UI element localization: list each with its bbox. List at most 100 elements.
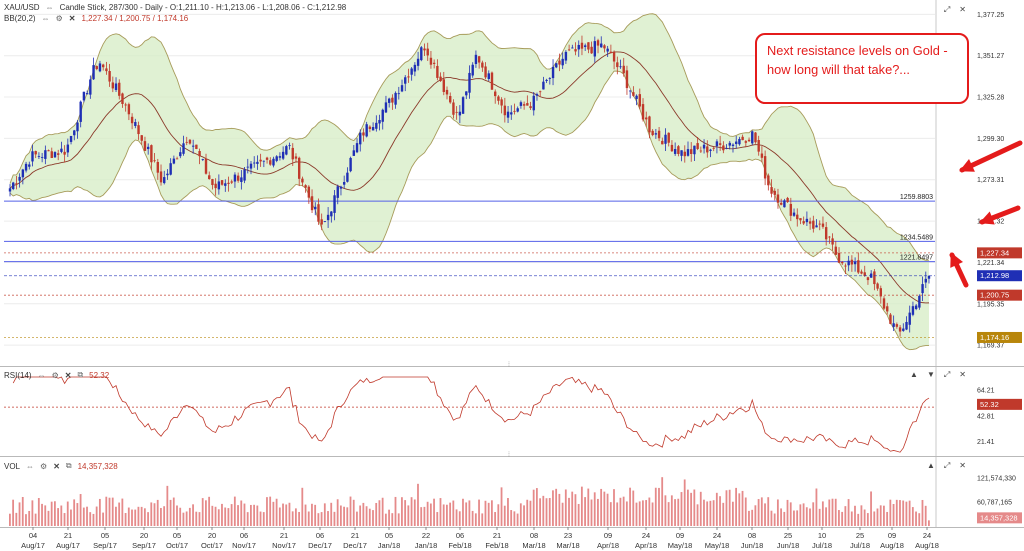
price-tag-box <box>977 289 1022 301</box>
candle-body <box>198 151 201 157</box>
volume-bar <box>169 499 172 526</box>
move-down-icon[interactable]: ▼ <box>926 370 935 379</box>
red-arrow-head <box>959 159 975 172</box>
volume-bar <box>89 512 92 526</box>
volume-bar <box>275 498 278 526</box>
time-month-label: Sep/17 <box>93 541 117 550</box>
candle-body <box>124 104 127 106</box>
volume-bar <box>291 511 294 526</box>
volume-panel[interactable]: 121,574,330 60,787,165 14,357,328 VOL ⇔ ⚙ … <box>0 457 1024 528</box>
candle-body <box>150 145 153 163</box>
settings-icon[interactable]: ⚙ <box>40 461 48 471</box>
candle-body <box>471 64 474 76</box>
annotation-text: Next resistance levels on Gold - how lon… <box>767 43 948 77</box>
maximize-icon[interactable]: ⤢ <box>943 461 951 470</box>
candle-body <box>712 147 715 149</box>
volume-bar <box>57 508 59 526</box>
candle-body <box>191 145 195 147</box>
volume-bar <box>805 507 808 526</box>
candle-body <box>638 94 642 107</box>
time-day-label: 23 <box>564 531 572 540</box>
volume-bar <box>381 497 384 526</box>
candle-body <box>876 283 879 289</box>
rsi-panel[interactable]: 64.21 42.81 21.41 52.32 RSI(14) ⇔ ⚙ ✕ ⧉ 52.… <box>0 367 1024 457</box>
move-up-icon[interactable]: ▲ <box>926 461 935 470</box>
close-panel-icon[interactable]: ✕ <box>959 5 966 14</box>
vol-tag-label: 14,357,328 <box>980 513 1018 522</box>
volume-bar <box>346 507 349 526</box>
volume-bar <box>523 505 525 526</box>
close-panel-icon[interactable]: ✕ <box>959 370 966 379</box>
price-tag-box <box>977 270 1022 282</box>
link-icon[interactable]: ⇔ <box>41 14 50 23</box>
time-axis[interactable]: 04Aug/1721Aug/1705Sep/1720Sep/1705Oct/17… <box>0 527 1024 551</box>
maximize-icon[interactable]: ⤢ <box>943 370 951 379</box>
price-tag-box <box>977 331 1022 343</box>
volume-bar <box>76 503 79 526</box>
volume-bar <box>789 502 792 526</box>
vol-name: VOL <box>4 461 21 471</box>
volume-bar <box>349 496 352 526</box>
layers-icon[interactable]: ⧉ <box>65 461 72 470</box>
rsi-chart[interactable]: 64.21 42.81 21.41 52.32 <box>0 367 1024 456</box>
volume-bar <box>21 496 24 526</box>
maximize-icon[interactable]: ⤢ <box>943 5 951 14</box>
candle-body <box>468 72 471 93</box>
candle-body <box>812 220 815 229</box>
panel-resize-handle[interactable]: ⁞ <box>508 362 510 369</box>
candle-body <box>844 265 847 267</box>
close-icon[interactable]: ✕ <box>64 370 72 380</box>
volume-bar <box>902 500 905 526</box>
price-tick-label: 1,195.35 <box>977 301 1004 308</box>
volume-bar <box>446 504 448 526</box>
link-icon[interactable]: ⇔ <box>45 3 54 12</box>
rsi-tag-box <box>977 398 1022 410</box>
move-up-icon[interactable]: ▲ <box>910 370 918 379</box>
candle-body <box>857 260 860 273</box>
annotation-callout[interactable]: Next resistance levels on Gold - how lon… <box>755 33 969 104</box>
volume-bar <box>821 501 824 526</box>
panel-resize-handle[interactable]: ⁞ <box>508 452 510 459</box>
volume-bar <box>754 505 757 526</box>
volume-bar <box>118 502 121 526</box>
candle-body <box>333 195 336 213</box>
settings-icon[interactable]: ⚙ <box>51 370 59 380</box>
time-month-label: Feb/18 <box>485 541 508 550</box>
volume-bar <box>172 497 175 526</box>
time-day-label: 21 <box>493 531 501 540</box>
volume-bar <box>706 501 709 526</box>
candle-body <box>853 261 857 265</box>
volume-bar <box>25 514 27 526</box>
close-panel-icon[interactable]: ✕ <box>959 461 966 470</box>
candle-body <box>677 146 680 154</box>
link-icon[interactable]: ⇔ <box>26 461 35 471</box>
candle-body <box>796 214 799 220</box>
close-icon[interactable]: ✕ <box>68 14 76 23</box>
layers-icon[interactable]: ⧉ <box>77 370 84 379</box>
volume-bar <box>365 506 368 526</box>
close-icon[interactable]: ✕ <box>53 461 60 471</box>
settings-icon[interactable]: ⚙ <box>55 14 63 23</box>
candle-body <box>12 182 15 190</box>
candle-body <box>163 177 166 184</box>
volume-bar <box>217 509 220 526</box>
candle-body <box>76 122 79 132</box>
volume-bar <box>507 498 509 526</box>
time-day-label: 04 <box>29 531 37 540</box>
candle-body <box>889 314 892 324</box>
volume-chart[interactable]: 121,574,330 60,787,165 14,357,328 <box>0 457 1024 527</box>
candle-body <box>240 177 243 182</box>
time-month-label: Aug/17 <box>56 541 80 550</box>
volume-bar <box>237 505 239 526</box>
rsi-panel-controls: ▲ ▼ ⤢ ✕ <box>910 370 966 380</box>
volume-bar <box>98 498 101 526</box>
price-chart[interactable]: 1259.8803 1234.5489 1221.8497 1,377.25 1,351… <box>0 0 1024 366</box>
vol-panel-controls: ▲ ⤢ ✕ <box>927 461 966 471</box>
candle-body <box>824 227 828 240</box>
volume-bar <box>555 488 558 526</box>
volume-bar <box>410 497 413 526</box>
price-panel[interactable]: 1259.8803 1234.5489 1221.8497 1,377.25 1,351… <box>0 0 1024 367</box>
time-day-label: 24 <box>923 531 931 540</box>
link-icon[interactable]: ⇔ <box>37 370 46 380</box>
time-month-label: Sep/17 <box>132 541 156 550</box>
